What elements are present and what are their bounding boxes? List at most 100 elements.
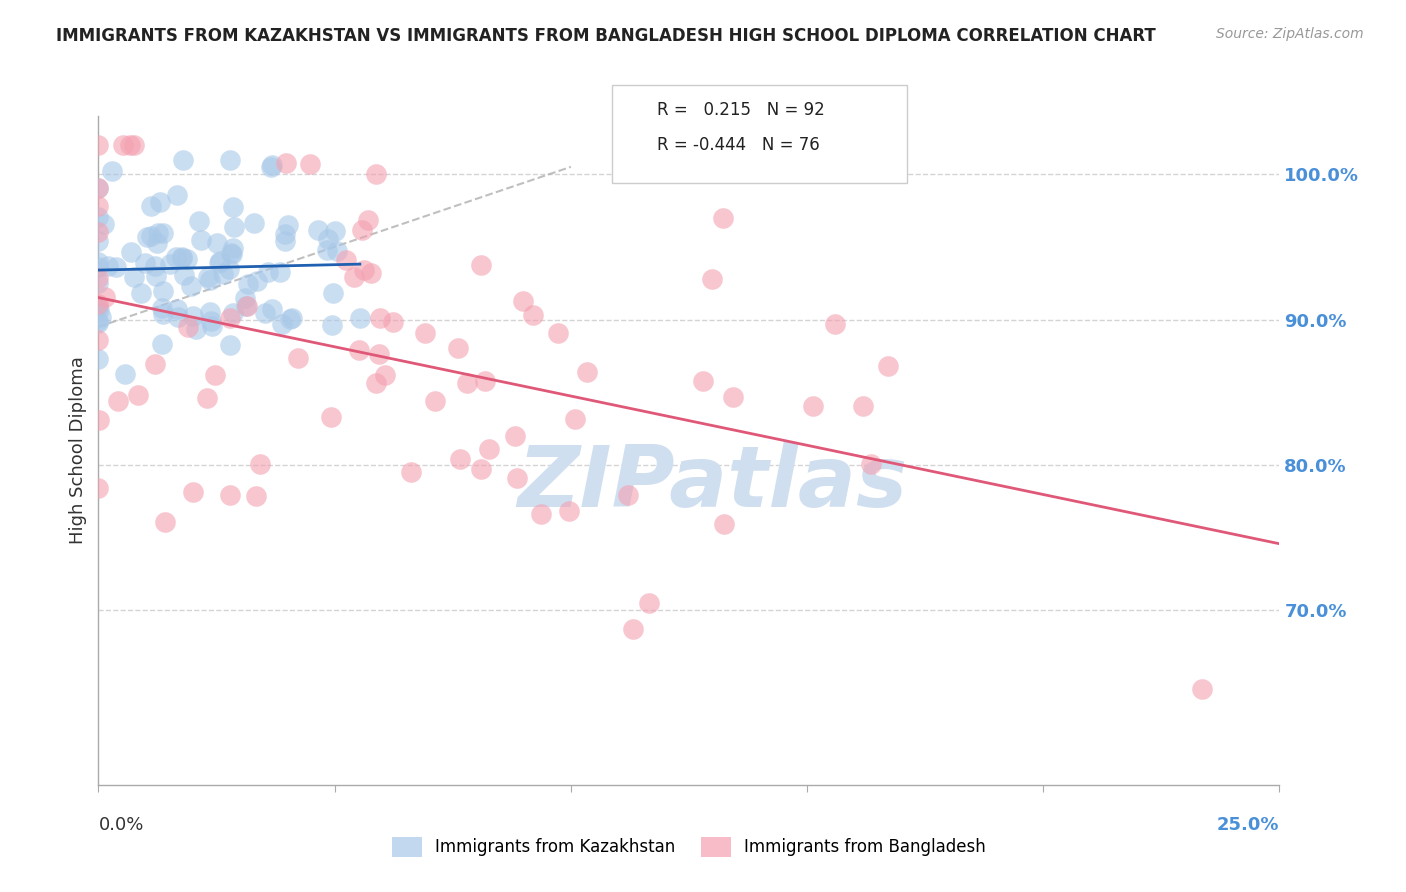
- Point: [181, 309, 204, 323]
- Point: [146, 236, 169, 251]
- Point: [349, 311, 371, 326]
- Point: [399, 466, 422, 480]
- Point: [143, 259, 166, 273]
- Point: [343, 269, 366, 284]
- Point: [172, 252, 194, 266]
- Text: 0.0%: 0.0%: [98, 816, 143, 834]
- Point: [222, 241, 245, 255]
- Point: [93, 218, 115, 232]
- Point: [627, 103, 650, 118]
- Point: [195, 391, 218, 405]
- Point: [413, 326, 436, 340]
- Point: [262, 301, 284, 316]
- Point: [278, 311, 301, 326]
- Point: [221, 246, 243, 260]
- Point: [152, 337, 174, 351]
- Point: [522, 308, 544, 322]
- Text: R = -0.444   N = 76: R = -0.444 N = 76: [657, 136, 820, 154]
- Point: [1191, 681, 1213, 696]
- Point: [262, 158, 284, 172]
- Point: [218, 261, 240, 276]
- Point: [166, 302, 188, 317]
- Point: [141, 198, 163, 212]
- Point: [274, 156, 297, 170]
- Point: [105, 260, 128, 274]
- Point: [173, 268, 195, 282]
- Point: [512, 294, 534, 309]
- Point: [90, 310, 112, 325]
- Point: [558, 504, 581, 518]
- Point: [243, 216, 266, 230]
- Point: [713, 516, 735, 531]
- Point: [118, 138, 141, 153]
- Point: [87, 138, 110, 153]
- Point: [325, 244, 347, 259]
- Point: [287, 351, 309, 366]
- Point: [122, 269, 145, 284]
- Point: [152, 284, 174, 298]
- Point: [474, 374, 496, 388]
- Point: [353, 263, 375, 277]
- Point: [423, 393, 446, 408]
- Point: [180, 279, 202, 293]
- Point: [235, 299, 257, 313]
- Point: [449, 451, 471, 466]
- Y-axis label: High School Diploma: High School Diploma: [69, 357, 87, 544]
- Point: [824, 318, 846, 332]
- Point: [87, 334, 110, 348]
- Point: [190, 233, 212, 247]
- Point: [172, 250, 194, 264]
- Point: [200, 314, 222, 328]
- Point: [274, 227, 297, 241]
- Point: [87, 297, 110, 311]
- Point: [316, 232, 339, 246]
- Point: [176, 252, 198, 267]
- Point: [256, 265, 278, 279]
- Point: [87, 270, 110, 285]
- Point: [219, 245, 242, 260]
- Point: [87, 314, 110, 328]
- Point: [87, 181, 110, 195]
- Point: [145, 269, 167, 284]
- Point: [127, 388, 149, 402]
- Point: [143, 357, 166, 371]
- Point: [93, 290, 115, 304]
- Point: [316, 243, 339, 257]
- Point: [325, 224, 347, 238]
- Point: [245, 489, 267, 503]
- Point: [166, 310, 188, 324]
- Point: [269, 265, 291, 279]
- Point: [97, 259, 120, 273]
- Point: [530, 507, 553, 521]
- Point: [270, 317, 292, 331]
- Point: [101, 164, 124, 178]
- Point: [801, 400, 824, 414]
- Point: [222, 306, 245, 320]
- Point: [152, 227, 174, 241]
- Point: [224, 220, 246, 235]
- Point: [547, 326, 569, 340]
- Point: [335, 252, 357, 267]
- Point: [120, 244, 142, 259]
- Point: [197, 270, 219, 285]
- Point: [692, 374, 714, 388]
- Point: [111, 138, 134, 153]
- Point: [107, 394, 129, 409]
- Point: [87, 210, 110, 224]
- Point: [219, 310, 242, 325]
- Point: [148, 226, 170, 240]
- Legend: Immigrants from Kazakhstan, Immigrants from Bangladesh: Immigrants from Kazakhstan, Immigrants f…: [385, 830, 993, 863]
- Point: [564, 412, 586, 426]
- Point: [87, 352, 110, 367]
- Point: [281, 311, 304, 326]
- Point: [114, 367, 136, 381]
- Point: [260, 160, 283, 174]
- Point: [233, 291, 256, 305]
- Point: [368, 346, 391, 360]
- Point: [87, 234, 110, 248]
- Point: [859, 457, 882, 471]
- Point: [711, 211, 734, 225]
- Point: [456, 376, 478, 391]
- Point: [277, 218, 299, 232]
- Point: [721, 391, 744, 405]
